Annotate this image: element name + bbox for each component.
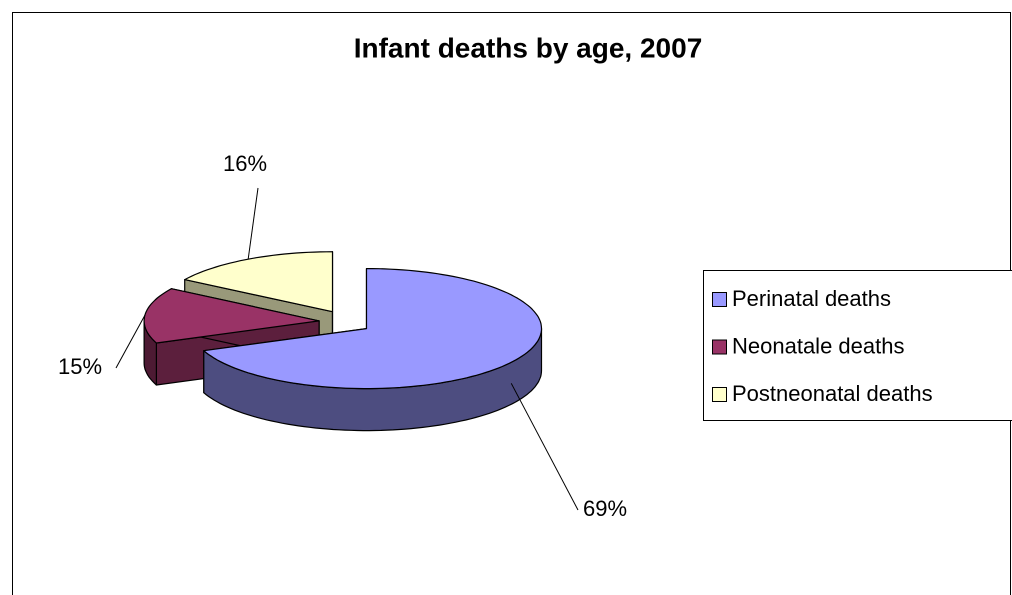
legend-label: Perinatal deaths bbox=[732, 286, 891, 311]
legend-swatch bbox=[712, 387, 727, 402]
slice bbox=[184, 251, 334, 313]
leader-line bbox=[115, 315, 146, 369]
data-label: 15% bbox=[58, 354, 102, 379]
leader-line bbox=[510, 383, 579, 511]
legend-box bbox=[703, 270, 1012, 421]
data-label: 69% bbox=[583, 496, 627, 521]
legend-swatch bbox=[712, 339, 727, 355]
legend-label: Postneonatal deaths bbox=[732, 381, 933, 406]
slice bbox=[143, 288, 320, 344]
legend-label: Neonatale deaths bbox=[732, 333, 904, 358]
slice bbox=[203, 268, 543, 390]
legend-swatch bbox=[712, 292, 727, 307]
data-label: 16% bbox=[223, 151, 267, 176]
chart-title: Infant deaths by age, 2007 bbox=[354, 32, 703, 63]
leader-line bbox=[247, 187, 259, 260]
